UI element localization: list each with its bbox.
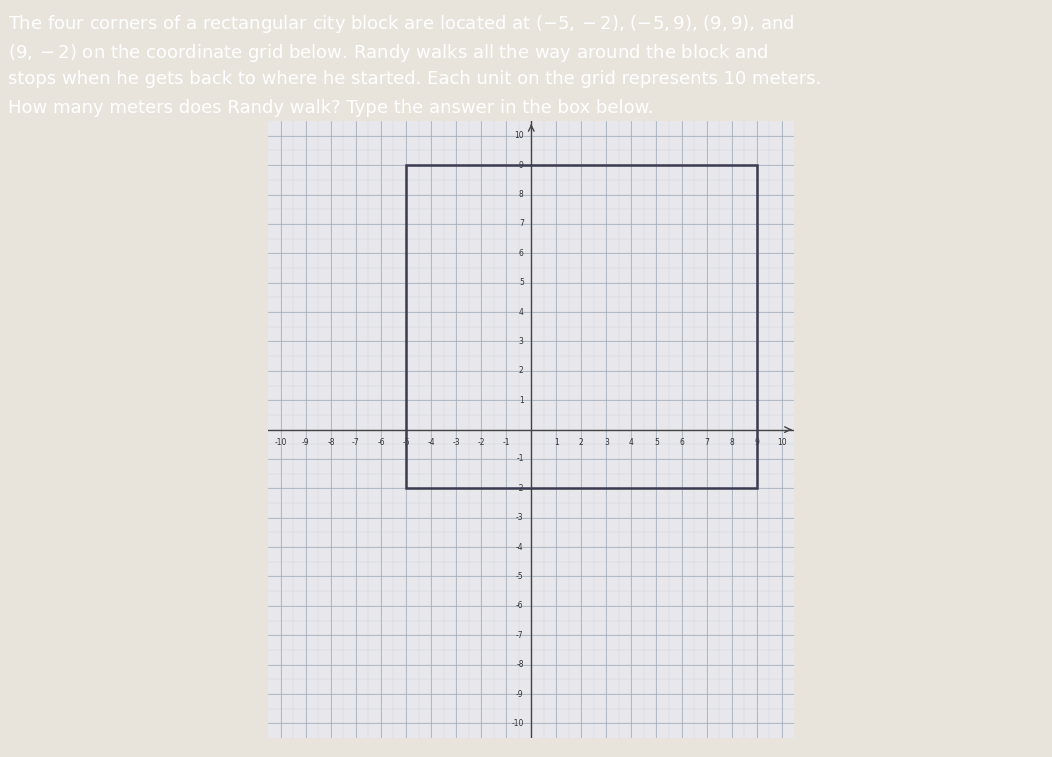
Text: -10: -10 (275, 438, 287, 447)
Text: 4: 4 (519, 307, 524, 316)
Text: 7: 7 (519, 220, 524, 229)
Text: 9: 9 (519, 160, 524, 170)
Text: -8: -8 (517, 660, 524, 669)
Text: -5: -5 (402, 438, 410, 447)
Text: 3: 3 (519, 337, 524, 346)
Text: 3: 3 (604, 438, 609, 447)
Text: 5: 5 (654, 438, 659, 447)
Text: -5: -5 (517, 572, 524, 581)
Text: -3: -3 (452, 438, 460, 447)
Text: 7: 7 (704, 438, 709, 447)
Text: 1: 1 (519, 396, 524, 405)
Bar (406, 165, 756, 488)
Text: -6: -6 (378, 438, 385, 447)
Text: 8: 8 (519, 190, 524, 199)
Text: 10: 10 (777, 438, 787, 447)
Text: -2: -2 (478, 438, 485, 447)
Text: -9: -9 (517, 690, 524, 699)
Text: -8: -8 (327, 438, 335, 447)
Text: 10: 10 (514, 131, 524, 140)
Text: -7: -7 (517, 631, 524, 640)
Text: -6: -6 (517, 601, 524, 610)
Text: -2: -2 (517, 484, 524, 493)
Text: 8: 8 (729, 438, 734, 447)
Text: -4: -4 (427, 438, 434, 447)
Text: -10: -10 (511, 719, 524, 728)
Text: 5: 5 (519, 279, 524, 287)
Text: -9: -9 (302, 438, 309, 447)
Text: 9: 9 (754, 438, 760, 447)
Text: 1: 1 (554, 438, 559, 447)
Text: -1: -1 (503, 438, 510, 447)
Text: 6: 6 (519, 249, 524, 258)
Text: $(9, -2)$ on the coordinate grid below. Randy walks all the way around the block: $(9, -2)$ on the coordinate grid below. … (8, 42, 769, 64)
Text: 4: 4 (629, 438, 634, 447)
Text: -3: -3 (517, 513, 524, 522)
Text: The four corners of a rectangular city block are located at $(-5, -2)$, $(-5, 9): The four corners of a rectangular city b… (8, 13, 795, 35)
Text: -1: -1 (517, 454, 524, 463)
Text: -7: -7 (352, 438, 360, 447)
Text: stops when he gets back to where he started. Each unit on the grid represents 10: stops when he gets back to where he star… (8, 70, 822, 89)
Text: -4: -4 (517, 543, 524, 552)
Text: 6: 6 (680, 438, 684, 447)
Text: How many meters does Randy walk? Type the answer in the box below.: How many meters does Randy walk? Type th… (8, 98, 654, 117)
Text: 2: 2 (579, 438, 584, 447)
Text: 2: 2 (519, 366, 524, 375)
